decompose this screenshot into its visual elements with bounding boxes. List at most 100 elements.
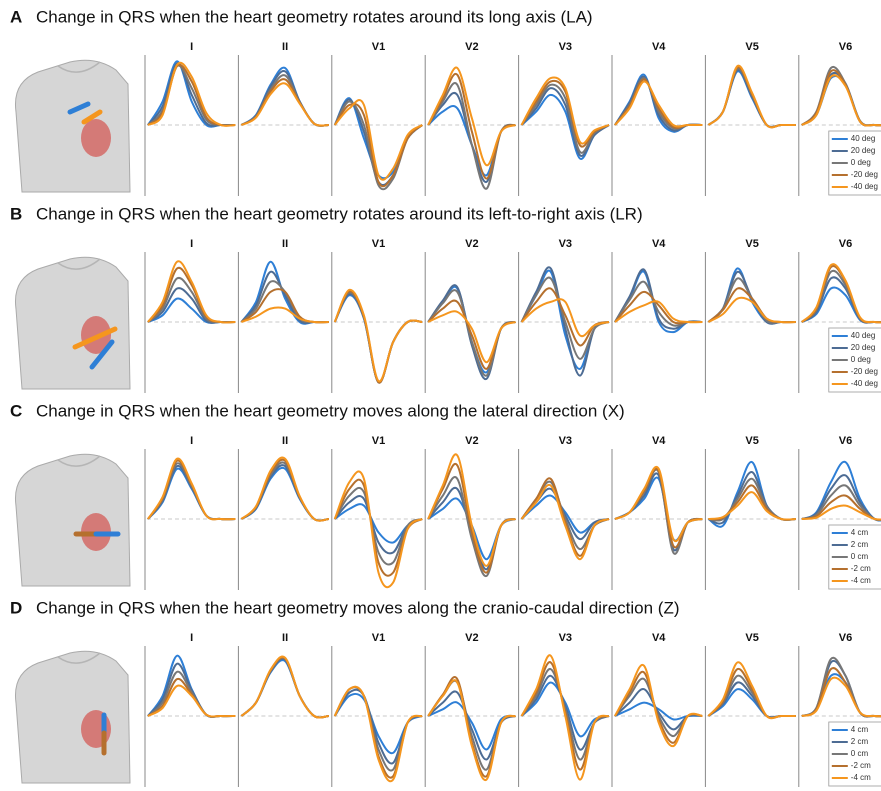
legend-label: -40 deg — [851, 379, 878, 388]
panel-letter: A — [10, 7, 22, 26]
lead-label: V5 — [745, 632, 758, 644]
heart — [81, 119, 111, 157]
lead-label: V4 — [652, 632, 666, 644]
qrs-curve — [333, 688, 423, 765]
qrs-curve — [333, 685, 423, 779]
panel-title: Change in QRS when the heart geometry ro… — [36, 7, 593, 26]
qrs-curve — [614, 468, 703, 555]
qrs-curve — [427, 72, 517, 180]
panel-letter: C — [10, 401, 22, 420]
lead-label: V3 — [559, 632, 572, 644]
legend-label: 20 deg — [851, 146, 875, 155]
panel-title: Change in QRS when the heart geometry mo… — [36, 598, 680, 617]
motion-arrow — [81, 109, 103, 125]
lead-label: I — [190, 632, 193, 644]
legend-label: -20 deg — [851, 170, 878, 179]
torso — [14, 453, 131, 587]
qrs-curve — [614, 300, 703, 324]
legend-label: -4 cm — [851, 576, 871, 585]
qrs-curve — [614, 268, 703, 330]
qrs-curve — [707, 64, 796, 129]
lead-label: V1 — [372, 238, 385, 250]
qrs-curve — [240, 280, 329, 324]
qrs-curve — [240, 656, 329, 719]
lead-label: II — [282, 41, 288, 53]
qrs-curve — [614, 663, 703, 748]
lead-label: V6 — [839, 238, 852, 250]
qrs-curve — [801, 276, 881, 324]
lead-label: V5 — [745, 435, 758, 447]
panel-title: Change in QRS when the heart geometry mo… — [36, 401, 625, 420]
qrs-curve — [333, 102, 423, 188]
qrs-curve — [707, 287, 796, 324]
qrs-curve — [520, 487, 610, 541]
lead-label: V2 — [465, 238, 478, 250]
qrs-curve — [240, 657, 329, 719]
neck — [57, 652, 101, 664]
qrs-curve — [241, 306, 329, 324]
qrs-curve — [427, 701, 516, 751]
lead-label: V2 — [465, 435, 478, 447]
qrs-curve — [801, 460, 881, 522]
legend-label: 4 cm — [851, 528, 869, 537]
qrs-curve — [520, 76, 610, 145]
legend-label: 40 deg — [851, 134, 875, 143]
torso-illustration — [14, 453, 131, 587]
qrs-curve — [801, 263, 881, 324]
lead-label: I — [190, 238, 193, 250]
qrs-curve — [147, 61, 236, 127]
qrs-curve — [614, 670, 703, 744]
qrs-curve — [707, 296, 796, 324]
qrs-curve — [333, 290, 423, 384]
lead-label: V5 — [745, 238, 758, 250]
lead-label: V1 — [372, 41, 385, 53]
qrs-curve — [708, 484, 796, 521]
torso-illustration — [14, 59, 131, 193]
lead-label: V1 — [372, 435, 385, 447]
qrs-curve — [614, 472, 703, 552]
qrs-curve — [801, 74, 881, 127]
qrs-curve — [333, 291, 423, 384]
lead-label: V4 — [652, 238, 666, 250]
qrs-curve — [240, 466, 329, 522]
legend-label: 0 deg — [851, 158, 871, 167]
qrs-curve — [520, 483, 610, 561]
panel-title: Change in QRS when the heart geometry ro… — [36, 204, 643, 223]
lead-label: V4 — [652, 41, 666, 53]
qrs-curve — [520, 654, 610, 781]
torso — [14, 256, 131, 390]
legend-label: -4 cm — [851, 773, 871, 782]
legend: 40 deg 20 deg 0 deg -20 deg -40 deg — [828, 130, 881, 196]
lead-label: II — [282, 632, 288, 644]
legend-label: 2 cm — [851, 540, 869, 549]
motion-arrow — [72, 326, 118, 350]
motion-arrow — [67, 101, 91, 115]
qrs-curve — [147, 462, 236, 521]
legend: 4 cm 2 cm 0 cm -2 cm -4 cm — [828, 524, 881, 590]
qrs-curve — [147, 467, 236, 521]
torso — [14, 650, 131, 784]
qrs-curve — [427, 453, 517, 567]
lead-label: V3 — [559, 435, 572, 447]
qrs-curve — [427, 91, 517, 183]
qrs-curve — [801, 269, 881, 324]
lead-label: I — [190, 435, 193, 447]
qrs-curve — [801, 474, 881, 522]
neck — [57, 61, 101, 73]
qrs-curve — [801, 667, 881, 718]
legend-label: 0 deg — [851, 355, 871, 364]
qrs-curve — [801, 676, 881, 718]
qrs-curve — [240, 464, 329, 522]
qrs-curve — [427, 310, 517, 364]
qrs-curve — [333, 470, 423, 589]
lead-label: V3 — [559, 238, 572, 250]
qrs-curve — [333, 288, 423, 383]
lead-label: I — [190, 41, 193, 53]
lead-label: V5 — [745, 41, 758, 53]
qrs-curve — [614, 476, 703, 542]
legend-label: -40 deg — [851, 182, 878, 191]
lead-label: V6 — [839, 435, 852, 447]
qrs-curve — [520, 276, 610, 360]
qrs-curve — [801, 656, 881, 718]
